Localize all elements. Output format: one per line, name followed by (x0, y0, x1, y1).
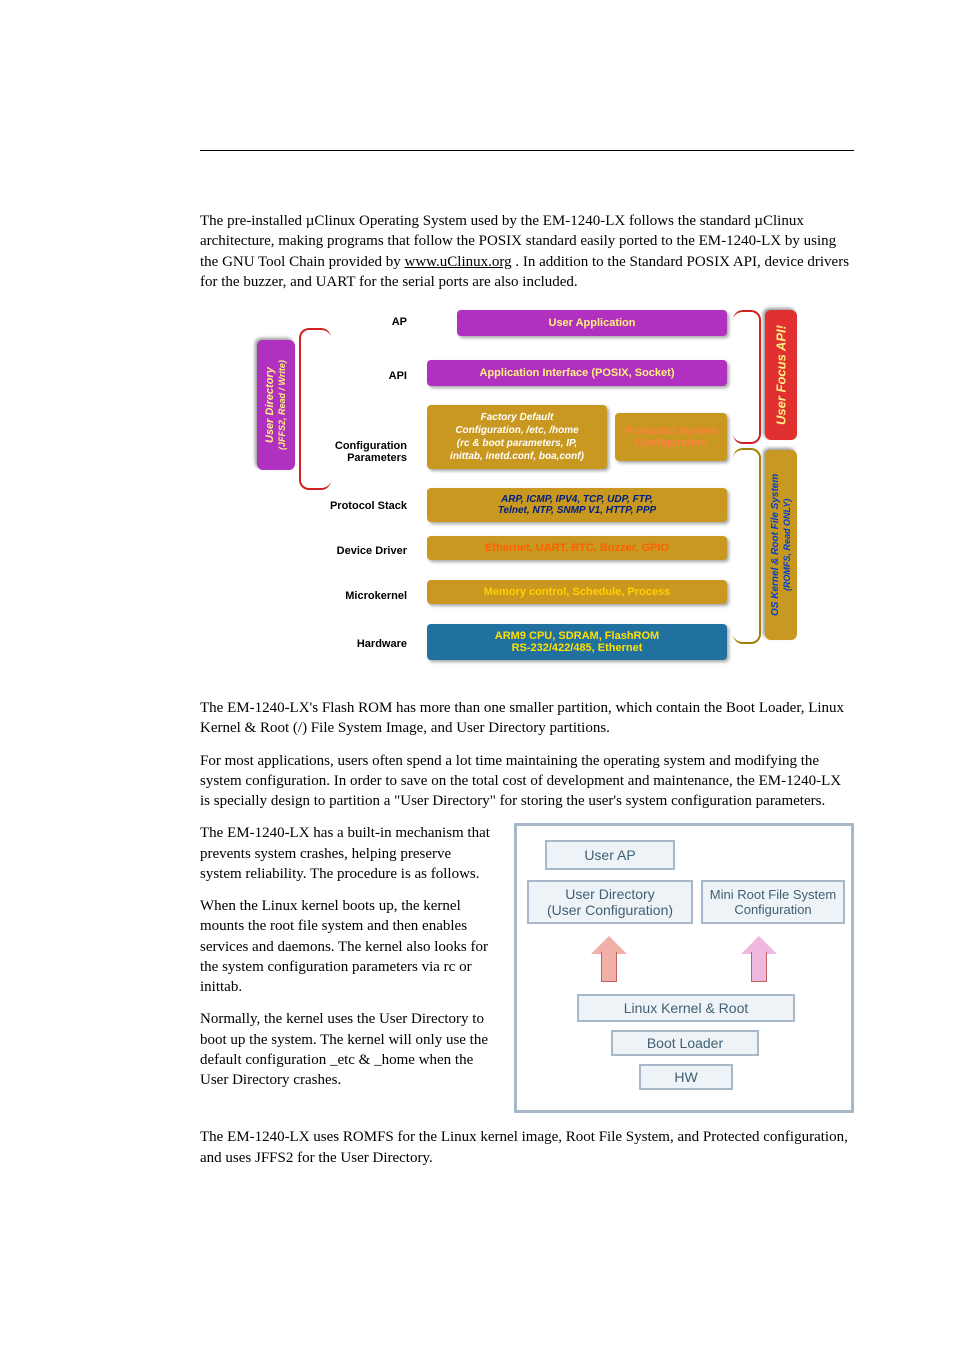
boot-sequence-diagram: User AP User Directory (User Configurati… (514, 823, 854, 1113)
lbl-drv: Device Driver (307, 545, 407, 557)
os-kernel-rootfs-l2: (ROMFS, Read ONLY) (782, 499, 792, 591)
kernel-userdir-paragraph: Normally, the kernel uses the User Direc… (200, 1009, 496, 1090)
architecture-diagram: User Directory (JFFS2, Read / Write) Use… (257, 310, 797, 680)
box-user-application: User Application (457, 310, 727, 336)
user-directory-paragraph: For most applications, users often spend… (200, 751, 854, 812)
lbl-cfg-text: Configuration Parameters (335, 440, 407, 464)
arrow-right-icon (741, 936, 777, 982)
box-factory-default-text: Factory Default Configuration, /etc, /ho… (450, 411, 584, 463)
box-user-application-text: User Application (549, 317, 636, 329)
box-microkernel: Memory control, Schedule, Process (427, 580, 727, 604)
os-kernel-rootfs-vlabel: OS Kernel & Root File System (ROMFS, Rea… (765, 450, 797, 640)
lbl-hw: Hardware (307, 638, 407, 650)
user-directory-vlabel-l2: (JFFS2, Read / Write) (277, 360, 287, 450)
d2-hw: HW (639, 1064, 733, 1090)
user-focus-api-text: User Focus API! (774, 325, 789, 425)
box-api: Application Interface (POSIX, Socket) (427, 360, 727, 386)
box-device-driver-text: Ethernet, UART, RTC, Buzzer, GPIO (485, 542, 669, 554)
top-rule (200, 150, 854, 151)
box-protocol-stack: ARP, ICMP, IPV4, TCP, UDP, FTP, Telnet, … (427, 488, 727, 522)
d2-user-ap-text: User AP (584, 847, 635, 863)
lbl-api: API (367, 370, 407, 382)
box-hardware: ARM9 CPU, SDRAM, FlashROM RS-232/422/485… (427, 624, 727, 660)
d2-mini-root-text: Mini Root File System Configuration (710, 887, 836, 917)
bracket-right-olive (733, 448, 761, 644)
kernel-boot-paragraph: When the Linux kernel boots up, the kern… (200, 896, 496, 997)
bracket-left-red (299, 328, 331, 490)
d2-hw-text: HW (674, 1069, 697, 1085)
box-hardware-text: ARM9 CPU, SDRAM, FlashROM RS-232/422/485… (495, 630, 659, 654)
flash-rom-paragraph: The EM-1240-LX's Flash ROM has more than… (200, 698, 854, 739)
box-protected-system-text: Protected System Configuration (625, 425, 718, 449)
box-protocol-stack-text: ARP, ICMP, IPV4, TCP, UDP, FTP, Telnet, … (498, 494, 656, 516)
lbl-mk: Microkernel (307, 590, 407, 602)
d2-kernel-root: Linux Kernel & Root (577, 994, 795, 1022)
d2-boot-loader-text: Boot Loader (647, 1035, 723, 1051)
romfs-jffs2-paragraph: The EM-1240-LX uses ROMFS for the Linux … (200, 1127, 854, 1168)
lbl-proto: Protocol Stack (307, 500, 407, 512)
lbl-cfg: Configuration Parameters (317, 440, 407, 464)
box-protected-system: Protected System Configuration (615, 413, 727, 461)
box-factory-default: Factory Default Configuration, /etc, /ho… (427, 405, 607, 469)
box-device-driver: Ethernet, UART, RTC, Buzzer, GPIO (427, 536, 727, 560)
user-focus-api-vlabel: User Focus API! (765, 310, 797, 440)
arrow-left-icon (591, 936, 627, 982)
d2-boot-loader: Boot Loader (611, 1030, 759, 1056)
box-api-text: Application Interface (POSIX, Socket) (480, 367, 675, 379)
lbl-ap: AP (367, 316, 407, 328)
user-directory-vlabel-l1: User Directory (264, 367, 276, 443)
d2-mini-root: Mini Root File System Configuration (701, 880, 845, 924)
d2-user-directory: User Directory (User Configuration) (527, 880, 693, 924)
d2-kernel-root-text: Linux Kernel & Root (624, 1000, 749, 1016)
d2-user-ap: User AP (545, 840, 675, 870)
intro-paragraph: The pre-installed µClinux Operating Syst… (200, 211, 854, 292)
os-kernel-rootfs-l1: OS Kernel & Root File System (770, 474, 781, 616)
uclinux-link[interactable]: www.uClinux.org (405, 254, 512, 270)
bracket-right-red (733, 310, 761, 444)
user-directory-vlabel: User Directory (JFFS2, Read / Write) (257, 340, 295, 470)
d2-user-directory-text: User Directory (User Configuration) (547, 886, 673, 918)
crash-mechanism-paragraph: The EM-1240-LX has a built-in mechanism … (200, 823, 496, 884)
box-microkernel-text: Memory control, Schedule, Process (484, 586, 670, 598)
